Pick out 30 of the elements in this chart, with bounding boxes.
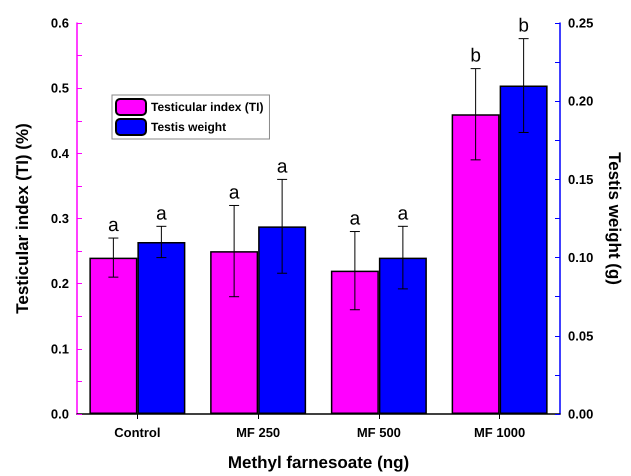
x-tick-label: Control <box>114 425 160 440</box>
legend-label: Testicular index (TI) <box>151 100 264 114</box>
annotation: a <box>156 203 168 224</box>
y2-tick-label: 0.20 <box>568 94 594 109</box>
y-tick-label: 0.0 <box>50 406 69 422</box>
y2-tick-label: 0.05 <box>568 328 594 344</box>
x-axis-title: Methyl farnesoate (ng) <box>228 453 410 472</box>
annotation: b <box>518 16 529 37</box>
y2-tick-label: 0.25 <box>568 16 594 30</box>
annotation: a <box>108 215 120 236</box>
x-tick-label: MF 250 <box>236 425 280 440</box>
annotation: a <box>350 208 361 230</box>
y-tick-label: 0.2 <box>50 276 69 292</box>
y-tick-label: 0.3 <box>50 211 69 226</box>
x-tick-label: MF 500 <box>356 425 401 440</box>
y2-tick-label: 0.00 <box>568 406 594 422</box>
annotation: a <box>398 203 409 224</box>
y2-axis-title: Testis weight (g) <box>605 152 624 285</box>
y2-tick-label: 0.10 <box>568 250 594 266</box>
y-tick-label: 0.6 <box>50 16 69 30</box>
y2-tick-label: 0.15 <box>568 172 594 187</box>
annotation: a <box>276 156 288 178</box>
y-tick-label: 0.1 <box>50 341 69 356</box>
y-tick-label: 0.4 <box>50 146 70 161</box>
y-axis-title: Testicular index (TI) (%) <box>13 123 32 314</box>
x-tick-label: MF 1000 <box>474 425 526 440</box>
legend-label: Testis weight <box>151 120 226 134</box>
annotation: a <box>228 182 240 204</box>
y-tick-label: 0.5 <box>50 80 69 96</box>
annotation: b <box>470 46 481 67</box>
